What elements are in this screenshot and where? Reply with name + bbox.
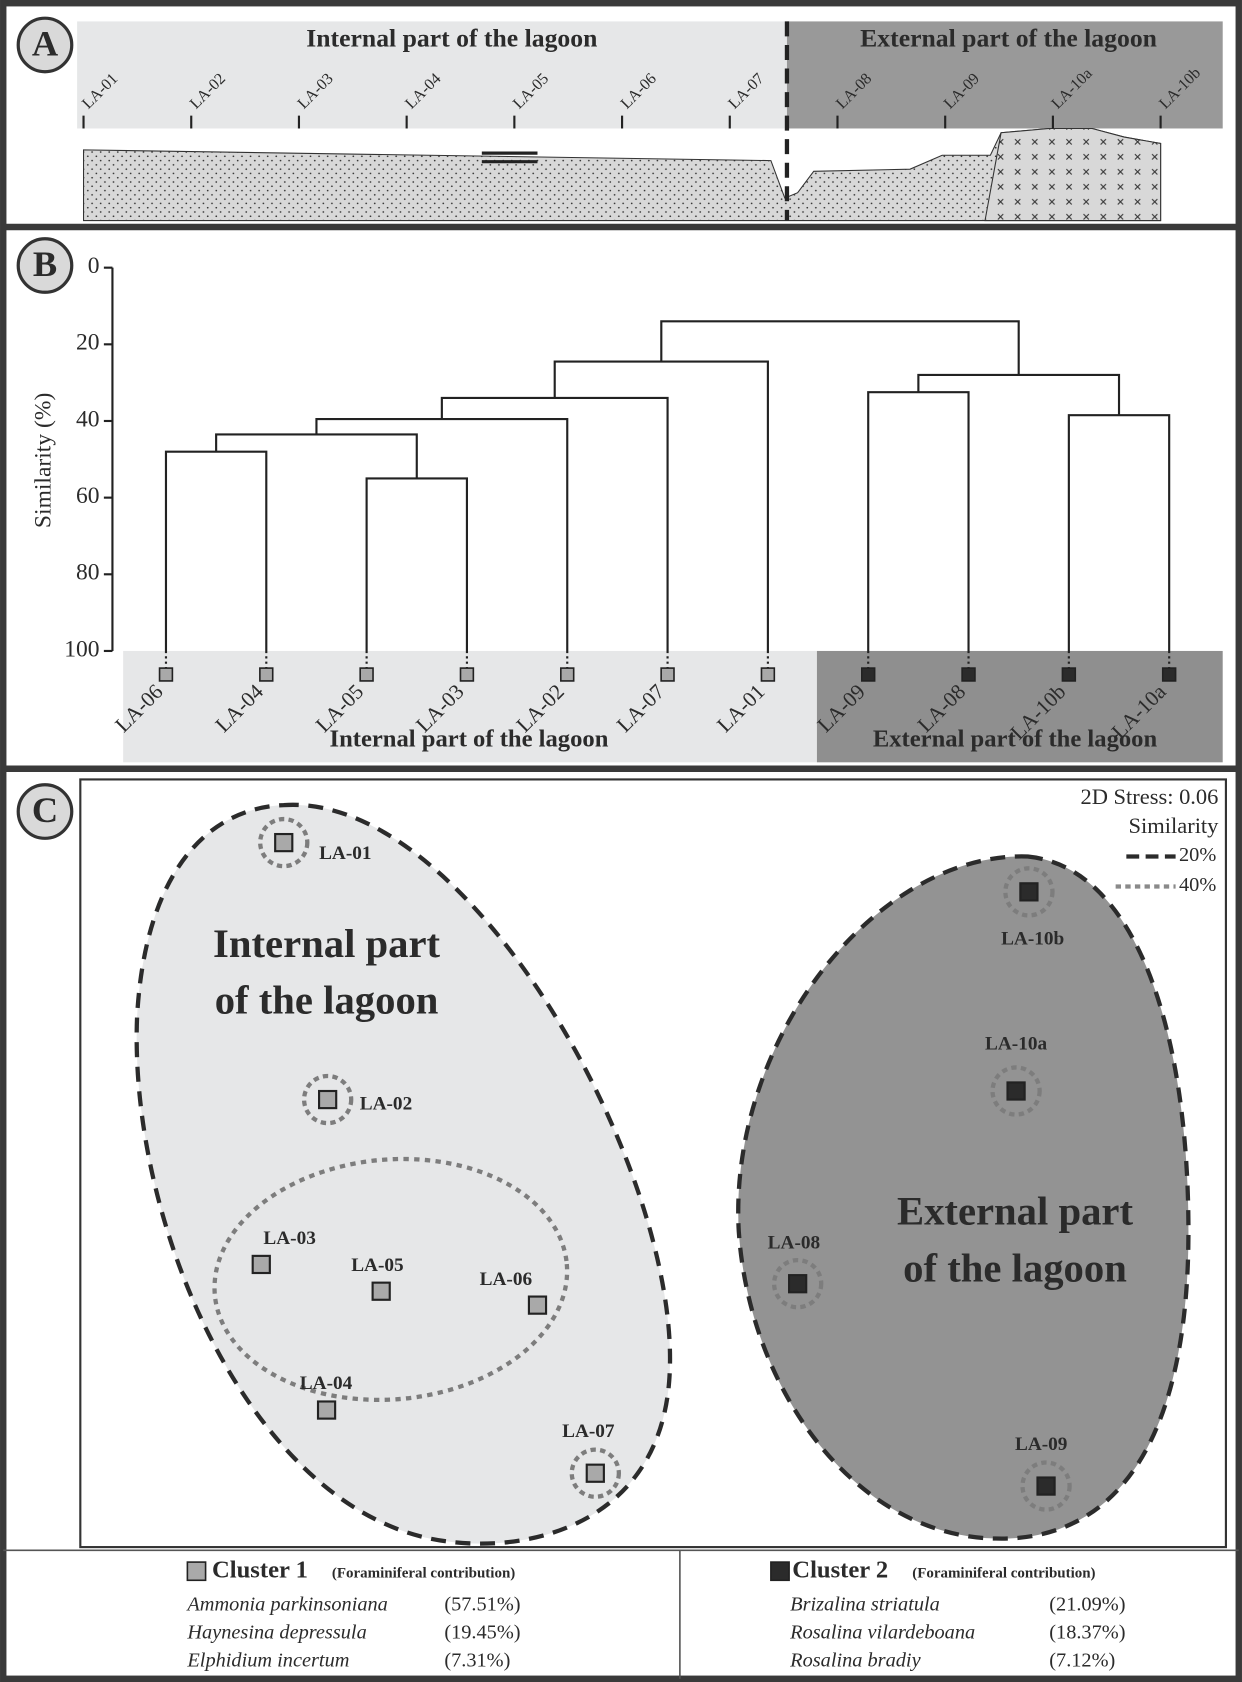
y-tick-label: 40 [76,406,100,432]
leaf-marker [1061,667,1077,682]
similarity-circle [990,1065,1042,1117]
group-label: Internal part of the lagoon [330,726,609,753]
point [274,832,294,853]
cluster-name: Cluster 2 [792,1556,888,1583]
point [1006,1081,1026,1101]
y-axis-title: Similarity (%) [30,393,56,528]
mds-points: LA-01 LA-02 LA-03 LA-04 LA-05 LA-06 LA-07 LA-08… [251,816,1072,1512]
y-tick-label: 20 [76,330,100,356]
similarity-circle [301,1073,354,1126]
y-tick-label: 0 [88,253,100,279]
panel-c: C 2D Stress: 0.06 Similarity 20% 40% Int… [3,778,1239,1679]
cluster-marker [770,1561,790,1582]
leaf-marker [961,667,976,682]
band-title: Internal part of the lagoon [306,24,597,53]
group-label: Internal part [213,921,441,966]
point-label: LA-10b [1001,928,1064,949]
panel-b: B Similarity (%) Internal part of the la… [16,237,1223,763]
band-external [816,650,1223,763]
leaf-marker [259,667,274,682]
species-share: (57.51%) [444,1594,520,1616]
point-label: LA-02 [360,1093,412,1114]
point-label: LA-01 [319,843,371,864]
group-label: of the lagoon [903,1245,1127,1290]
similarity-circle [1003,866,1055,918]
y-tick-label: 100 [64,636,99,662]
subcluster-outline [212,1156,570,1403]
species-share: (21.09%) [1049,1594,1125,1616]
cluster-outline [736,854,1191,1541]
group-label: of the lagoon [215,978,439,1023]
panel-letter: C [32,790,58,830]
point-label: LA-05 [351,1255,403,1276]
legend-title: Similarity [1129,813,1220,838]
merge [660,320,1020,375]
cluster-note: (Foraminiferal contribution) [912,1565,1095,1581]
species-share: (19.45%) [444,1621,520,1643]
merge [164,450,268,651]
point-label: LA-06 [480,1269,533,1290]
species-name: Rosalina bradiy [789,1649,921,1671]
point-label: LA-04 [300,1373,353,1394]
leaf-marker [660,667,675,682]
point [251,1254,271,1275]
panel-a: A Internal part of the lagoon External p… [16,16,1223,222]
point-label: LA-08 [768,1233,820,1254]
point [527,1295,548,1315]
leaf-marker [1161,667,1177,682]
leaf-marker [158,667,174,682]
group-label: External part of the lagoon [873,726,1158,753]
band-internal [77,21,787,129]
point-label: LA-09 [1015,1434,1067,1455]
similarity-circle [771,1258,824,1310]
panel-letter-circle [16,783,74,840]
stress: 2D Stress: 0.06 [1080,784,1218,809]
species-name: Rosalina vilardeboana [789,1621,975,1643]
species-name: Elphidium incertum [186,1649,349,1671]
cluster-outline [134,802,673,1546]
cluster-name: Cluster 1 [212,1556,308,1583]
leaf-marker [560,667,575,682]
y-tick-label: 60 [76,483,100,509]
cluster-note: (Foraminiferal contribution) [332,1565,515,1581]
point-label: LA-07 [562,1421,615,1442]
panel-letter-circle [16,16,74,74]
group-label: External part [897,1189,1134,1234]
point [371,1281,391,1301]
leaf-marker [760,667,776,682]
point [585,1463,605,1483]
similarity-circle [569,1447,621,1499]
legend-label: 20% [1179,844,1216,866]
species-share: (7.31%) [444,1649,510,1671]
leaf-marker [459,667,475,682]
panel-letter: B [33,244,57,284]
y-tick-label: 80 [76,560,100,586]
species-name: Haynesina depressula [186,1621,366,1643]
species-share: (18.37%) [1049,1621,1125,1643]
band-title: External part of the lagoon [860,24,1157,53]
point [1019,882,1039,902]
species-name: Ammonia parkinsoniana [185,1594,387,1616]
species-name: Brizalina striatula [790,1594,940,1616]
point [316,1400,337,1420]
point-label: LA-03 [263,1228,315,1249]
cluster-marker [186,1561,207,1582]
point [1036,1476,1056,1496]
merge [365,477,469,651]
band-external [786,21,1223,129]
rock [984,127,1162,222]
panel-letter-circle [16,237,74,294]
leaf-marker [359,667,374,682]
species-share: (7.12%) [1049,1649,1115,1671]
point [788,1274,808,1294]
legend-label: 40% [1179,874,1216,896]
similarity-circle [258,816,310,869]
cluster-table: Cluster 1 (Foraminiferal contribution) Amm… [185,1556,1125,1671]
leaf-marker [860,667,876,682]
panel-letter: A [32,23,59,63]
point [318,1089,338,1110]
similarity-circle [1020,1460,1072,1512]
point-label: LA-10a [985,1033,1047,1054]
